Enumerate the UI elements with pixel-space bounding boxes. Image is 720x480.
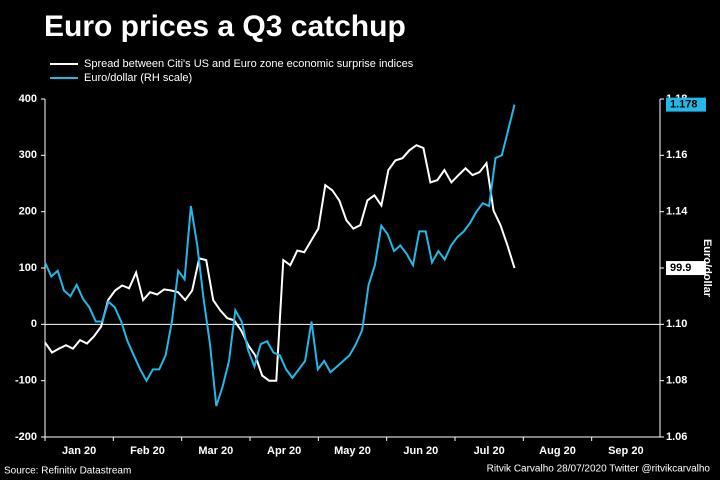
x-tick-label: May 20 [334, 445, 371, 457]
legend-label: Spread between Citi's US and Euro zone e… [84, 58, 414, 70]
y-tick-label: -200 [15, 431, 37, 443]
x-tick-label: Mar 20 [198, 445, 233, 457]
x-tick-label: Apr 20 [267, 445, 301, 457]
y-tick-label: -100 [15, 375, 37, 387]
x-tick-label: Aug 20 [539, 445, 576, 457]
y-tick-label: 0 [31, 318, 37, 330]
end-label: 99.9 [670, 262, 691, 274]
x-tick-label: Jun 20 [403, 445, 438, 457]
x-tick-label: Feb 20 [130, 445, 165, 457]
series-line [44, 104, 516, 407]
chart-title: Euro prices a Q3 catchup [44, 10, 406, 43]
y-tick-label: 400 [19, 93, 37, 105]
source: Source: Refinitiv Datastream [4, 466, 131, 477]
y2-tick-label: 1.10 [666, 318, 687, 330]
y-tick-label: 300 [19, 149, 37, 161]
legend-label: Euro/dollar (RH scale) [84, 72, 192, 84]
x-tick-label: Sep 20 [608, 445, 643, 457]
y-tick-label: 100 [19, 262, 37, 274]
series-line [44, 144, 516, 382]
y2-tick-label: 1.16 [666, 149, 687, 161]
x-tick-label: Jan 20 [62, 445, 96, 457]
y-tick-label: 200 [19, 206, 37, 218]
end-label: 1.178 [670, 99, 698, 111]
y2-tick-label: 1.06 [666, 431, 687, 443]
y2-tick-label: 1.14 [666, 206, 688, 218]
y2-axis-label: Euro/dollar [701, 239, 713, 298]
end-label-box [666, 261, 706, 276]
credit: Ritvik Carvalho 28/07/2020 Twitter @ritv… [487, 464, 711, 475]
end-label-box [666, 97, 706, 112]
x-tick-label: Jul 20 [474, 445, 505, 457]
y2-tick-label: 1.08 [666, 375, 687, 387]
